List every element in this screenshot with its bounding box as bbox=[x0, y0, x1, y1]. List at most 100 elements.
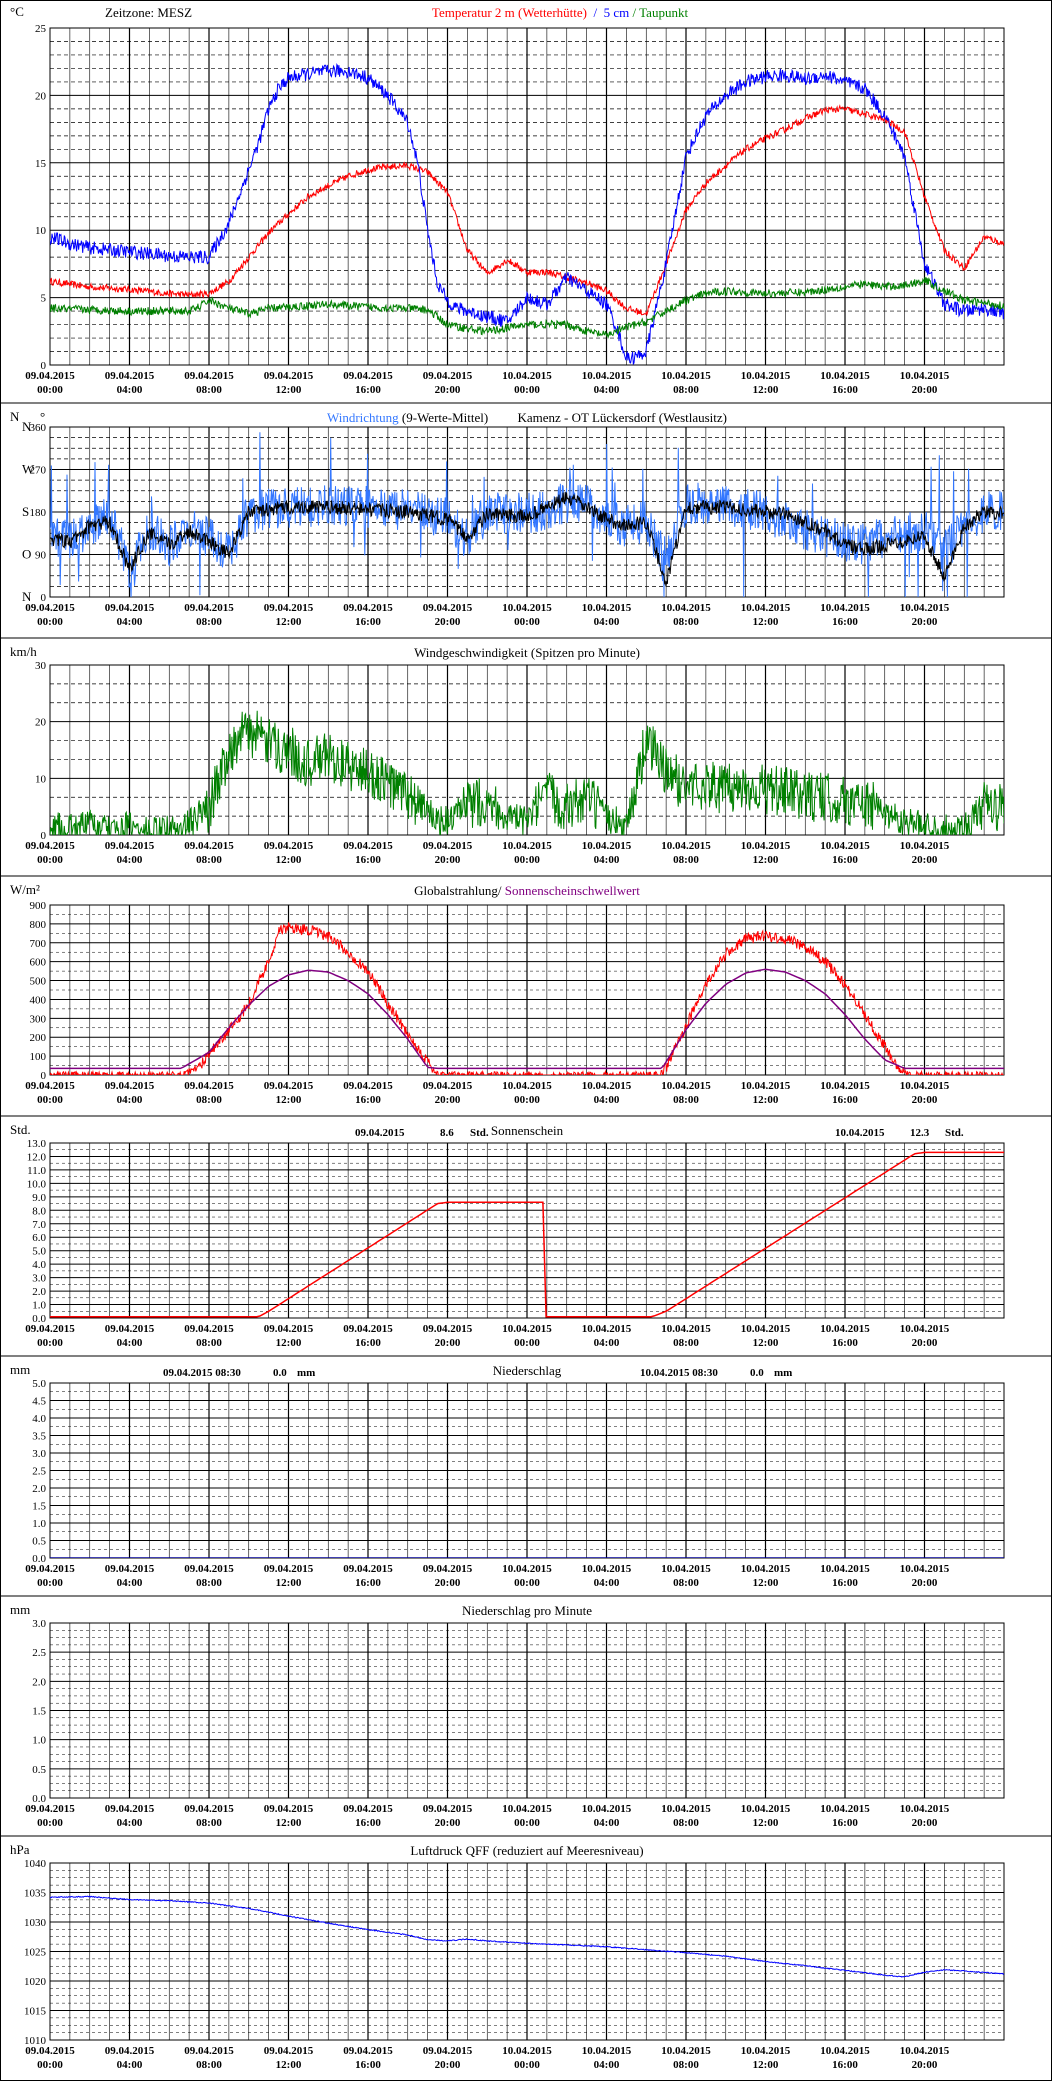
x-tick-date: 09.04.2015 bbox=[343, 1563, 393, 1575]
x-tick-date: 10.04.2015 bbox=[741, 2045, 791, 2057]
annotation-unit: mm bbox=[774, 1367, 792, 1379]
x-tick-date: 10.04.2015 bbox=[741, 1323, 791, 1335]
title-part: / bbox=[587, 5, 604, 20]
series-line bbox=[50, 922, 1004, 1075]
x-tick-time: 08:00 bbox=[673, 1337, 699, 1349]
x-tick-date: 10.04.2015 bbox=[661, 370, 711, 382]
x-tick-date: 10.04.2015 bbox=[661, 1080, 711, 1092]
x-tick-date: 09.04.2015 bbox=[264, 602, 314, 614]
y-tick-label: 11.0 bbox=[27, 1165, 46, 1177]
x-tick-date: 09.04.2015 bbox=[343, 602, 393, 614]
x-tick-time: 04:00 bbox=[117, 384, 143, 396]
annotation-value: 0.0 bbox=[750, 1367, 764, 1379]
x-tick-date: 09.04.2015 bbox=[264, 1803, 314, 1815]
x-tick-time: 20:00 bbox=[435, 2059, 461, 2071]
chart-title: Sonnenschein bbox=[491, 1123, 564, 1138]
x-tick-date: 10.04.2015 bbox=[502, 1080, 552, 1092]
x-tick-time: 16:00 bbox=[832, 616, 858, 628]
x-tick-time: 08:00 bbox=[196, 2059, 222, 2071]
x-tick-date: 10.04.2015 bbox=[502, 840, 552, 852]
x-tick-date: 10.04.2015 bbox=[900, 370, 950, 382]
x-tick-date: 09.04.2015 bbox=[423, 602, 473, 614]
x-tick-date: 10.04.2015 bbox=[661, 1803, 711, 1815]
x-tick-time: 20:00 bbox=[912, 854, 938, 866]
y-tick-label: 6.0 bbox=[32, 1232, 46, 1244]
x-tick-date: 10.04.2015 bbox=[900, 1080, 950, 1092]
annotation-date: 09.04.2015 08:30 bbox=[163, 1367, 241, 1379]
x-tick-date: 10.04.2015 bbox=[582, 1080, 632, 1092]
y-tick-label: 0.0 bbox=[32, 1553, 46, 1565]
title-part: Niederschlag bbox=[493, 1363, 562, 1378]
x-tick-date: 09.04.2015 bbox=[343, 2045, 393, 2057]
x-tick-time: 16:00 bbox=[832, 1094, 858, 1106]
y-tick-label: 1.0 bbox=[32, 1518, 46, 1530]
x-tick-date: 10.04.2015 bbox=[900, 1803, 950, 1815]
x-tick-time: 08:00 bbox=[196, 1337, 222, 1349]
x-tick-time: 16:00 bbox=[355, 616, 381, 628]
x-tick-date: 10.04.2015 bbox=[502, 370, 552, 382]
x-tick-date: 10.04.2015 bbox=[741, 1563, 791, 1575]
y-tick-label: 30 bbox=[35, 660, 47, 672]
y-tick-label: 3.5 bbox=[32, 1431, 46, 1443]
y-tick-label: 10.0 bbox=[27, 1178, 47, 1190]
x-tick-date: 09.04.2015 bbox=[184, 1803, 234, 1815]
x-tick-time: 16:00 bbox=[355, 854, 381, 866]
x-tick-date: 10.04.2015 bbox=[582, 370, 632, 382]
x-tick-time: 12:00 bbox=[753, 854, 779, 866]
title-part: / bbox=[498, 883, 505, 898]
title-part: Taupunkt bbox=[639, 5, 688, 20]
x-tick-time: 04:00 bbox=[594, 854, 620, 866]
title-part: Luftdruck QFF (reduziert auf Meeresnivea… bbox=[410, 1843, 643, 1858]
series-line bbox=[50, 62, 1004, 365]
y-tick-label: 600 bbox=[30, 957, 47, 969]
x-tick-time: 16:00 bbox=[832, 384, 858, 396]
annotation-date: 09.04.2015 bbox=[355, 1127, 405, 1139]
title-part: Globalstrahlung bbox=[414, 883, 498, 898]
y-tick-label: 8.0 bbox=[32, 1205, 46, 1217]
series-line bbox=[50, 1151, 1004, 1318]
unit-suffix: ° bbox=[40, 409, 45, 424]
x-tick-time: 08:00 bbox=[196, 616, 222, 628]
x-tick-time: 08:00 bbox=[196, 1577, 222, 1589]
unit-label: km/h bbox=[10, 644, 37, 659]
x-tick-date: 09.04.2015 bbox=[25, 1563, 75, 1575]
y-tick-label: 0 bbox=[41, 592, 47, 604]
x-tick-date: 09.04.2015 bbox=[184, 1080, 234, 1092]
x-tick-time: 08:00 bbox=[673, 384, 699, 396]
x-tick-date: 09.04.2015 bbox=[25, 2045, 75, 2057]
y-tick-label: 7.0 bbox=[32, 1219, 46, 1231]
chart-sunshine: 0.01.0 2.03.0 4.05.0 6.07.0 8.09.0 10.011.0 12… bbox=[10, 1122, 1005, 1349]
x-tick-time: 20:00 bbox=[912, 1817, 938, 1829]
chart-precip: 0.00.51.01.52.02.53.03.54.04.55.0mm Niede… bbox=[10, 1362, 1005, 1589]
x-tick-time: 20:00 bbox=[435, 1577, 461, 1589]
x-tick-date: 10.04.2015 bbox=[820, 1563, 870, 1575]
x-tick-time: 12:00 bbox=[276, 2059, 302, 2071]
y-tick-label: 500 bbox=[30, 976, 47, 988]
y-tick-label: 900 bbox=[30, 900, 47, 912]
title-part: Sonnenscheinschwellwert bbox=[505, 883, 640, 898]
x-tick-date: 09.04.2015 bbox=[25, 1080, 75, 1092]
title-part: 5 cm bbox=[604, 5, 630, 20]
y-tick-label: 360 bbox=[30, 422, 47, 434]
y-tick-label: 100 bbox=[30, 1051, 47, 1063]
y-tick-label: 700 bbox=[30, 938, 47, 950]
x-tick-date: 09.04.2015 bbox=[105, 840, 155, 852]
x-tick-time: 12:00 bbox=[753, 384, 779, 396]
x-tick-time: 08:00 bbox=[196, 854, 222, 866]
y-tick-label: 1030 bbox=[24, 1917, 47, 1929]
series-line bbox=[50, 276, 1004, 340]
x-tick-date: 10.04.2015 bbox=[502, 1563, 552, 1575]
y-tick-label: 5.0 bbox=[32, 1246, 46, 1258]
unit-label: mm bbox=[10, 1602, 30, 1617]
x-tick-time: 00:00 bbox=[37, 2059, 63, 2071]
x-tick-time: 12:00 bbox=[276, 1337, 302, 1349]
y-tick-label: 1015 bbox=[24, 2006, 47, 2018]
y-tick-label: 270 bbox=[30, 465, 47, 477]
x-tick-time: 20:00 bbox=[435, 1817, 461, 1829]
title-part: Windgeschwindigkeit (Spitzen pro Minute) bbox=[414, 645, 640, 660]
y-tick-label: 2.5 bbox=[32, 1647, 46, 1659]
x-tick-time: 16:00 bbox=[355, 1094, 381, 1106]
y-tick-label: 180 bbox=[30, 507, 47, 519]
y-tick-label: 1010 bbox=[24, 2035, 47, 2047]
